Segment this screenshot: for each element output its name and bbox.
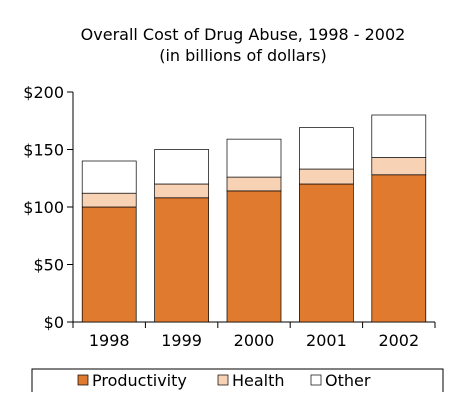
bar-segment-productivity — [299, 183, 354, 323]
legend-label-other: Other — [325, 371, 371, 390]
y-tick-label: $50 — [33, 256, 64, 275]
y-tick-label: $200 — [23, 83, 64, 102]
x-tick-label: 2002 — [378, 331, 419, 350]
legend-label-productivity: Productivity — [92, 371, 187, 390]
bar-segment-health — [226, 176, 282, 192]
bar-segment-productivity — [371, 174, 427, 323]
legend-swatch-productivity — [77, 374, 89, 386]
y-tick-label: $100 — [23, 198, 64, 217]
bar-segment-health — [81, 192, 137, 208]
x-axis: 1998 1999 2000 2001 2002 — [72, 321, 436, 350]
bar-segment-health — [154, 183, 209, 199]
legend-swatch-other — [310, 374, 322, 386]
y-tick-label: $0 — [44, 313, 64, 332]
bar-segment-other — [154, 149, 209, 185]
legend-label-health: Health — [232, 371, 285, 390]
bar-segment-productivity — [226, 190, 282, 323]
bar-segment-other — [81, 160, 137, 194]
y-tick-label: $150 — [23, 141, 64, 160]
legend-swatch-health — [217, 374, 229, 386]
bar-segment-health — [371, 157, 427, 176]
x-tick-label: 2001 — [306, 331, 347, 350]
x-tick-label: 1999 — [161, 331, 202, 350]
y-axis: $0 $50 $100 $150 $200 — [23, 83, 74, 332]
bar-segment-other — [226, 138, 282, 178]
chart-title: Overall Cost of Drug Abuse, 1998 - 2002 — [81, 25, 406, 44]
bar-segment-productivity — [81, 206, 137, 323]
x-tick-label: 1998 — [89, 331, 130, 350]
x-tick-label: 2000 — [234, 331, 275, 350]
chart-subtitle: (in billions of dollars) — [159, 46, 327, 65]
legend: Productivity Health Other — [31, 368, 444, 396]
bar-segment-other — [299, 127, 354, 170]
bar-segment-health — [299, 168, 354, 185]
bar-segment-other — [371, 114, 427, 158]
bars — [81, 114, 427, 323]
bar-segment-productivity — [154, 197, 209, 323]
